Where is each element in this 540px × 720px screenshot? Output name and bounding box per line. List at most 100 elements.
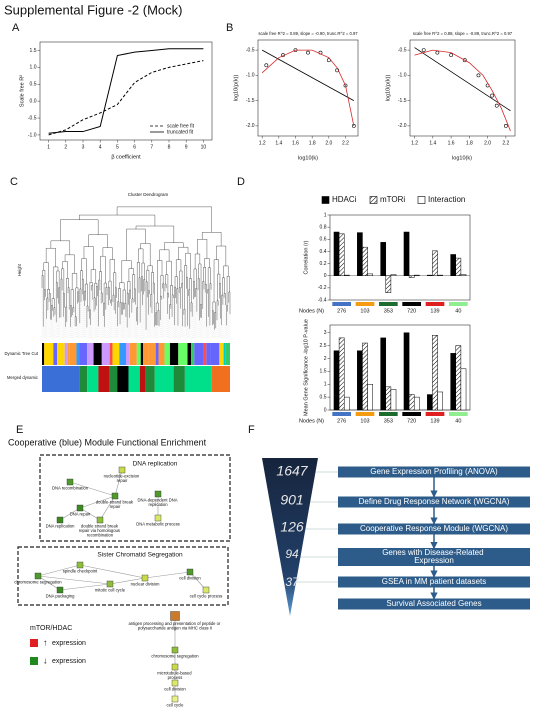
x-tick-label: 1.2 xyxy=(259,140,266,146)
node-label: chromosome segregation xyxy=(151,654,199,659)
bar xyxy=(450,254,457,276)
chart-title: scale free R^2 = 0.88, slope = -0.89, tr… xyxy=(413,31,513,36)
x-tick-label: 4 xyxy=(99,144,102,150)
x-tick-label: 6 xyxy=(133,144,136,150)
color-row-segment xyxy=(126,343,130,365)
y-axis-label: log10(p(k)) xyxy=(233,75,239,102)
color-row-segment xyxy=(129,343,137,365)
y-tick-label: -0.5 xyxy=(246,47,255,53)
category-strip xyxy=(425,412,445,416)
node-label: cell cycle process xyxy=(190,594,223,599)
color-row-segment xyxy=(219,343,224,365)
node-label: nuclear division xyxy=(131,582,161,587)
color-row-segment xyxy=(98,366,110,392)
plot-frame xyxy=(39,41,213,141)
x-tick-label: 1.2 xyxy=(411,140,418,146)
bar xyxy=(427,274,433,276)
step-box xyxy=(338,523,530,535)
y-axis-label: Scale free R² xyxy=(19,75,25,107)
category-strip xyxy=(379,302,398,306)
node-label: mitotic cell cycle xyxy=(95,588,126,593)
color-row-segment xyxy=(44,343,54,365)
y-axis-label: log10(p(k)) xyxy=(385,75,391,102)
y-axis-label: Mean Gene Significance -log10 P-value xyxy=(303,319,309,416)
legend-label: Interaction xyxy=(428,195,465,204)
node-label: double-strand break repair xyxy=(96,500,134,510)
network-edge xyxy=(79,507,101,521)
fit-line xyxy=(261,49,355,126)
network-node xyxy=(141,574,149,582)
color-row-segment xyxy=(223,343,226,365)
point xyxy=(462,58,467,63)
x-tick-label: 1.6 xyxy=(292,140,299,146)
legend-swatch xyxy=(30,657,38,665)
y-tick-label: -2.0 xyxy=(398,123,407,129)
color-row-segment xyxy=(203,343,207,365)
node-label: DNA repair xyxy=(70,512,91,517)
y-tick-label: 1 xyxy=(324,382,327,388)
point xyxy=(421,48,426,53)
network-node xyxy=(154,490,162,498)
color-row-segment xyxy=(42,343,45,365)
category-strip xyxy=(402,302,421,306)
step-label: Define Drug Response Network (WGCNA) xyxy=(359,497,510,506)
plot-frame xyxy=(409,39,516,137)
network-node xyxy=(202,586,210,594)
group-title: Sister Chromatid Segregation xyxy=(97,552,183,559)
network-edge xyxy=(37,564,81,577)
color-row-segment xyxy=(184,366,212,392)
color-row-segment xyxy=(67,343,70,365)
bar xyxy=(390,389,397,411)
legend-swatch xyxy=(321,196,330,204)
bar xyxy=(455,257,462,276)
x-tick-label: 103 xyxy=(360,418,369,424)
bar xyxy=(338,233,345,276)
color-row-segment xyxy=(69,343,77,365)
dendrogram-ylabel: Height xyxy=(17,263,22,276)
series-line xyxy=(48,60,204,136)
plot-frame xyxy=(257,39,359,137)
network-node xyxy=(171,679,179,687)
color-row-segment xyxy=(93,343,102,365)
category-strip xyxy=(332,412,351,416)
color-row-segment xyxy=(139,366,146,392)
bar xyxy=(357,350,363,411)
point xyxy=(490,93,495,98)
node-label: DNA replication xyxy=(46,524,76,529)
network-node xyxy=(66,478,74,486)
x-tick-label: 2 xyxy=(64,144,67,150)
panel-label: B xyxy=(226,22,233,34)
legend-label: HDACi xyxy=(332,195,357,204)
network-edge xyxy=(37,575,111,585)
step-box xyxy=(338,496,530,508)
step-label: Gene Expression Profiling (ANOVA) xyxy=(370,467,498,476)
x-axis-label: log10(k) xyxy=(298,155,318,161)
dendrogram xyxy=(41,206,231,330)
y-tick-label: 1.0 xyxy=(30,65,37,71)
node-label: spindle checkpoint xyxy=(63,569,98,574)
network-node xyxy=(76,504,84,512)
category-strip xyxy=(449,412,468,416)
color-row-segment xyxy=(211,366,230,392)
color-row-segment xyxy=(173,366,185,392)
bar xyxy=(403,231,410,276)
network-node xyxy=(56,586,64,594)
bar xyxy=(460,368,467,411)
y-tick-label: -2.0 xyxy=(246,123,255,129)
color-row-segment xyxy=(109,343,113,365)
x-tick-label: 1.6 xyxy=(448,140,455,146)
step-box xyxy=(338,576,530,588)
y-tick-label: 0.5 xyxy=(30,82,37,88)
color-row-segment xyxy=(225,343,230,365)
legend-label: scale free fit xyxy=(167,123,195,129)
row-label: Dynamic Tree Cut xyxy=(4,351,38,356)
y-tick-label: 0.8 xyxy=(320,224,327,230)
category-strip xyxy=(332,302,351,306)
step-box xyxy=(338,548,530,566)
network-node xyxy=(56,516,64,524)
color-row-segment xyxy=(178,343,188,365)
count: 37 xyxy=(285,575,300,589)
color-row-segment xyxy=(119,343,127,365)
bar xyxy=(333,231,340,276)
node-label: DNA-dependent DNA replication xyxy=(138,498,179,508)
